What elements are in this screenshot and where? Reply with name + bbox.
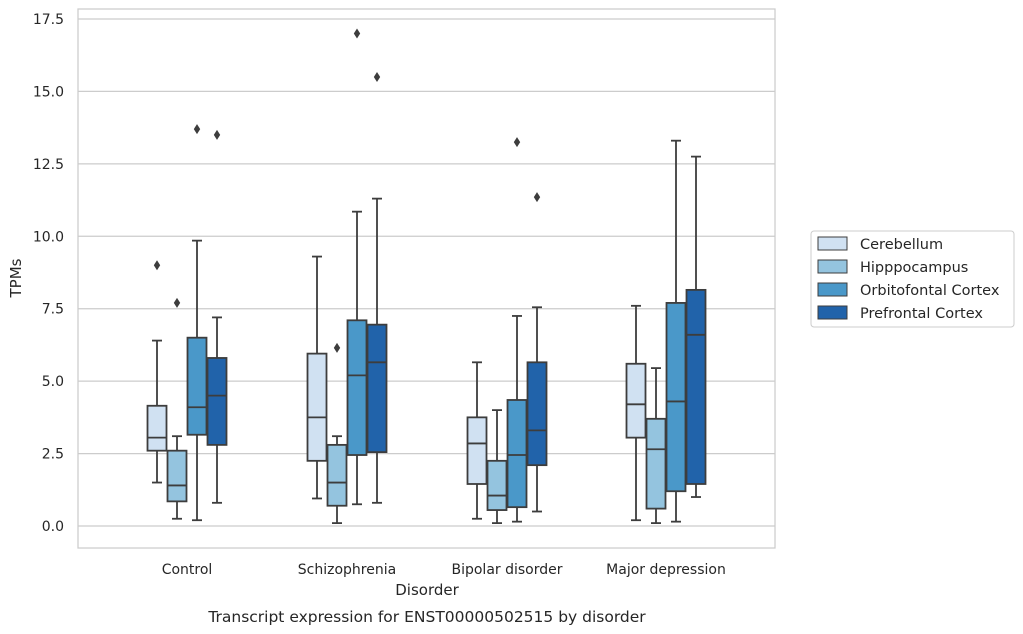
box	[146, 260, 168, 484]
legend-swatch	[817, 259, 848, 274]
series-hipppocampus	[166, 297, 667, 525]
y-tick-label: 2.5	[42, 447, 64, 463]
x-tick-label: Bipolar disorder	[451, 562, 562, 578]
box	[206, 129, 228, 504]
box	[346, 28, 368, 506]
x-tick-label: Control	[162, 562, 213, 578]
box	[506, 137, 528, 523]
iqr-box	[526, 361, 548, 467]
outlier-point	[353, 28, 361, 39]
y-tick-label: 15.0	[33, 84, 64, 100]
box	[326, 342, 348, 525]
iqr-box	[206, 357, 228, 446]
box	[186, 124, 208, 522]
iqr-box	[625, 362, 647, 439]
box	[625, 304, 647, 522]
box	[526, 192, 548, 513]
box	[685, 155, 707, 498]
y-tick-label: 7.5	[42, 302, 64, 318]
legend-label: Prefrontal Cortex	[860, 306, 983, 322]
outlier-point	[213, 129, 221, 140]
outlier-point	[193, 124, 201, 135]
outlier-point	[173, 297, 181, 308]
box	[486, 409, 508, 525]
iqr-box	[366, 323, 388, 454]
iqr-box	[166, 449, 188, 503]
x-tick-label: Schizophrenia	[298, 562, 396, 578]
y-tick-label: 12.5	[33, 157, 64, 173]
legend: Cerebellum Hipppocampus Orbitofontal Corte…	[810, 230, 1015, 328]
x-axis-title: Disorder	[395, 581, 459, 599]
outlier-point	[373, 71, 381, 82]
iqr-box	[685, 288, 707, 485]
legend-frame	[810, 230, 1015, 328]
x-tick-label: Major depression	[606, 562, 726, 578]
iqr-box	[346, 319, 368, 456]
box	[665, 139, 687, 523]
box-series	[146, 28, 707, 525]
legend-swatch	[817, 305, 848, 320]
iqr-box	[326, 443, 348, 507]
y-tick-label: 0.0	[42, 519, 64, 535]
iqr-box	[665, 302, 687, 493]
series-cerebellum	[146, 255, 647, 522]
legend-swatch	[817, 236, 848, 251]
legend-label: Hipppocampus	[860, 260, 968, 276]
iqr-box	[645, 417, 667, 510]
legend-label: Orbitofontal Cortex	[860, 283, 1000, 299]
iqr-box	[146, 404, 168, 452]
outlier-point	[153, 260, 161, 271]
series-orbitofontal-cortex	[186, 28, 687, 523]
legend-swatch	[817, 282, 848, 297]
y-axis-title: TPMs	[7, 258, 25, 298]
x-tick-labels: Control Schizophrenia Bipolar disorder Majo…	[162, 562, 726, 578]
box	[166, 297, 188, 520]
legend-label: Cerebellum	[860, 237, 943, 253]
iqr-box	[486, 459, 508, 511]
outlier-point	[533, 192, 541, 203]
iqr-box	[306, 352, 328, 462]
box	[466, 361, 488, 520]
box	[306, 255, 328, 500]
iqr-box	[466, 416, 488, 485]
y-tick-labels: 0.0 2.5 5.0 7.5 10.0 12.5 15.0 17.5	[33, 12, 64, 535]
outlier-point	[333, 342, 341, 353]
y-tick-label: 10.0	[33, 229, 64, 245]
series-prefrontal-cortex	[206, 71, 707, 513]
outlier-point	[513, 137, 521, 148]
iqr-box	[186, 336, 208, 436]
chart-caption: Transcript expression for ENST0000050251…	[207, 608, 646, 626]
iqr-box	[506, 399, 528, 509]
box	[645, 367, 667, 525]
y-tick-label: 17.5	[33, 12, 64, 28]
y-tick-label: 5.0	[42, 374, 64, 390]
box	[366, 71, 388, 504]
